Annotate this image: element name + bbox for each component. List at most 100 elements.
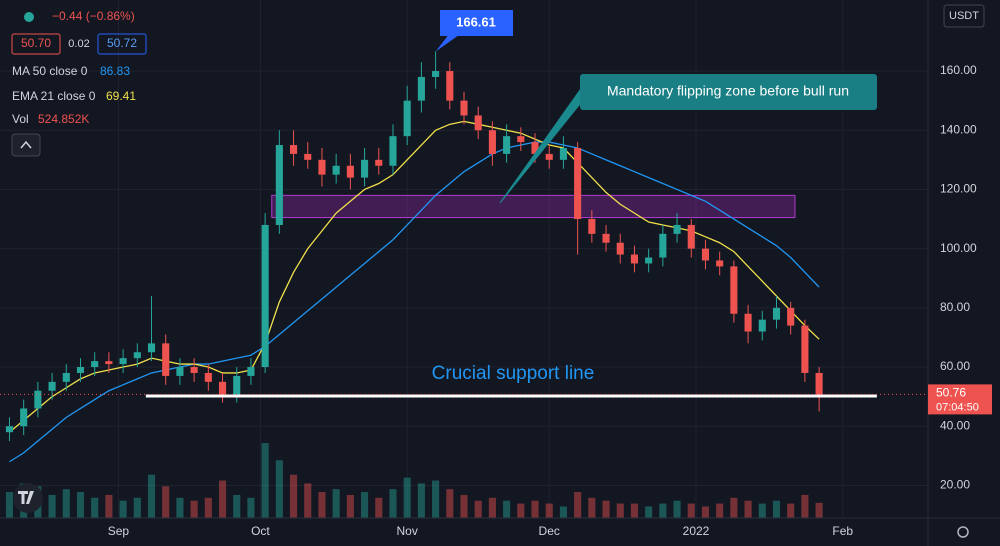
volume-bar — [76, 492, 85, 518]
candle-body — [176, 367, 184, 376]
change: −0.44 (−0.86%) — [52, 9, 135, 23]
candle-body — [730, 266, 738, 314]
volume-bar — [687, 503, 695, 518]
settings-icon[interactable] — [957, 526, 969, 538]
volume-bar — [261, 443, 269, 518]
vol-name: Vol — [12, 112, 29, 126]
candle-body — [758, 319, 766, 332]
volume-bar — [531, 500, 539, 518]
y-tick-label: 60.00 — [940, 359, 970, 373]
candle-body — [190, 367, 198, 373]
candle-body — [204, 372, 212, 382]
volume-bar — [190, 500, 198, 518]
volume-bar — [787, 503, 795, 518]
indicator-line — [9, 141, 820, 463]
x-tick-label: Dec — [539, 524, 560, 538]
status-dot — [24, 12, 34, 22]
volume-bar — [645, 506, 653, 518]
ema-value: 69.41 — [106, 89, 136, 103]
candle-body — [105, 361, 113, 365]
volume-bar — [346, 494, 354, 518]
candle-body — [318, 159, 326, 175]
collapse-icon — [20, 140, 32, 149]
vol-value: 524.852K — [38, 112, 89, 126]
collapse-button[interactable] — [11, 133, 41, 157]
y-tick-label: 120.00 — [940, 182, 977, 196]
candle-body — [162, 343, 170, 376]
y-tick-label: 40.00 — [940, 418, 970, 432]
volume-bar — [659, 503, 667, 518]
high-callout: 166.61 — [456, 14, 496, 29]
volume-bar — [48, 494, 56, 518]
candle-body — [20, 408, 28, 427]
indicator-line — [9, 120, 820, 433]
volume-bar — [588, 497, 596, 518]
volume-bar — [119, 500, 127, 518]
candle-body — [488, 130, 496, 154]
currency-box[interactable] — [943, 4, 985, 28]
y-tick-label: 140.00 — [940, 122, 977, 136]
volume-bar — [446, 489, 454, 518]
volume-bar — [218, 480, 227, 518]
volume-bar — [290, 474, 298, 518]
candle-body — [119, 358, 127, 365]
volume-bar — [361, 492, 369, 518]
candle-body — [346, 165, 354, 178]
candle-body — [76, 367, 85, 373]
volume-bar — [602, 500, 610, 518]
volume-bar — [630, 503, 638, 518]
x-tick-label: Nov — [397, 524, 418, 538]
volume-bar — [758, 503, 766, 518]
volume-bar — [545, 503, 553, 518]
candle-body — [787, 307, 795, 326]
candle-body — [91, 361, 99, 368]
candle-body — [659, 233, 667, 258]
candle-body — [673, 224, 681, 234]
price-tag — [928, 384, 992, 415]
volume-bar — [5, 492, 14, 518]
volume-bar — [716, 503, 724, 518]
candle-body — [48, 381, 56, 391]
volume-bar — [375, 497, 383, 518]
candle-body — [744, 313, 752, 332]
volume-bar — [559, 506, 567, 518]
volume-bar — [332, 489, 340, 518]
ask-box — [97, 33, 147, 55]
candle-body — [34, 390, 42, 409]
volume-bar — [701, 506, 710, 518]
candle-body — [233, 375, 241, 397]
bid-box — [11, 33, 61, 55]
spread: 0.02 — [68, 38, 89, 50]
volume-bar — [673, 500, 681, 518]
candle-body — [630, 254, 638, 264]
volume-bar — [574, 492, 582, 518]
candle-body — [588, 219, 596, 234]
candle-body — [687, 224, 695, 249]
y-tick-label: 160.00 — [940, 63, 977, 77]
volume-bar — [91, 497, 99, 518]
candle-body — [5, 426, 14, 433]
candle-body — [446, 71, 454, 101]
candle-body — [290, 145, 298, 154]
high-callout-box — [435, 10, 513, 52]
x-tick-label: Sep — [108, 524, 130, 538]
candle-body — [531, 142, 539, 154]
ma-value: 86.83 — [100, 64, 130, 78]
volume-bar — [275, 460, 283, 518]
candle-body — [701, 248, 710, 261]
volume-bar — [417, 483, 425, 518]
volume-bar — [304, 483, 312, 518]
bid: 50.70 — [21, 36, 51, 50]
ema-name: EMA 21 close 0 — [12, 89, 96, 103]
volume-bar — [133, 497, 141, 518]
y-tick-label: 80.00 — [940, 300, 970, 314]
candle-body — [389, 136, 397, 166]
volume-bar — [62, 489, 70, 518]
candle-body — [716, 260, 724, 267]
volume-bar — [105, 494, 113, 518]
candle-body — [375, 159, 383, 166]
zone-callout: Mandatory flipping zone before bull run — [607, 83, 849, 99]
volume-bar — [503, 500, 511, 518]
ask: 50.72 — [107, 36, 137, 50]
candle-body — [247, 367, 255, 376]
